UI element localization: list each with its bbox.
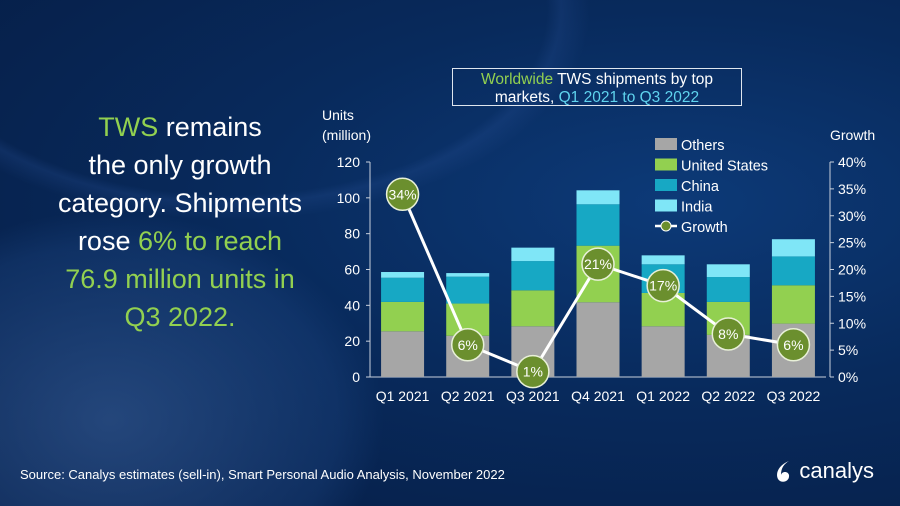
x-tick-label: Q1 2021 xyxy=(376,388,430,404)
growth-label: 21% xyxy=(584,256,612,272)
title-part: Q1 2021 to Q3 2022 xyxy=(558,89,700,106)
canalys-logo-icon xyxy=(777,461,790,482)
y-tick-label: 120 xyxy=(337,154,361,170)
growth-label: 6% xyxy=(783,337,803,353)
logo-text: canalys xyxy=(799,458,874,483)
bar-others xyxy=(381,331,425,377)
bar-china xyxy=(771,256,815,286)
growth-marker xyxy=(385,177,420,211)
x-tick-label: Q3 2021 xyxy=(506,388,560,404)
title-part: TWS shipments by top xyxy=(553,71,714,88)
y-tick-label: 40 xyxy=(344,297,360,313)
growth-label: 6% xyxy=(458,337,478,353)
bar-india xyxy=(641,255,685,265)
x-tick-label: Q3 2022 xyxy=(767,388,821,404)
bar-others xyxy=(641,326,685,377)
bar-india xyxy=(576,190,620,205)
headline-text: category. Shipments xyxy=(57,188,303,218)
bar-india xyxy=(771,239,815,257)
x-tick-label: Q2 2021 xyxy=(441,388,495,404)
headline-text: TWS xyxy=(98,112,159,142)
growth-marker xyxy=(450,328,485,362)
growth-label: 8% xyxy=(718,326,738,342)
headline-text: remains xyxy=(158,112,262,142)
legend-growth-marker xyxy=(660,220,672,232)
bar-united-states xyxy=(381,301,425,332)
bar-india xyxy=(446,273,490,277)
bar-united-states xyxy=(511,290,555,327)
headline-text: 6% to reach xyxy=(137,226,283,256)
y2-tick-label: 15% xyxy=(838,288,866,304)
title-part: Worldwide xyxy=(480,71,554,88)
headline-text: the only growth xyxy=(88,150,272,180)
legend-label: Growth xyxy=(681,220,728,236)
x-tick-label: Q1 2022 xyxy=(636,388,690,404)
bar-india xyxy=(706,264,750,278)
y-tick-label: 80 xyxy=(344,226,360,242)
growth-marker xyxy=(581,247,615,281)
growth-label: 1% xyxy=(523,364,543,380)
y2-tick-label: 40% xyxy=(838,154,866,170)
x-tick-label: Q4 2021 xyxy=(571,388,625,404)
legend-label: India xyxy=(681,200,713,216)
bar-china xyxy=(706,277,750,302)
stacked-bar-chart: Units (million) Growth 0 20 40 60 80 100 120 0%… xyxy=(322,107,875,404)
legend-label: China xyxy=(681,179,720,195)
legend-label: United States xyxy=(681,159,768,175)
y-axis-label: (million) xyxy=(322,127,371,143)
y2-tick-label: 20% xyxy=(838,262,866,278)
legend-label: Others xyxy=(681,138,725,154)
growth-marker xyxy=(711,317,746,351)
bar-china xyxy=(381,277,425,302)
y2-tick-label: 30% xyxy=(838,208,866,224)
bar-united-states xyxy=(771,285,815,324)
legend-swatch xyxy=(655,138,677,150)
growth-label: 17% xyxy=(649,278,677,294)
legend-swatch xyxy=(655,158,677,171)
growth-marker xyxy=(646,268,680,303)
growth-marker xyxy=(516,354,550,389)
chart-title: Worldwide TWS shipments by top markets, … xyxy=(452,68,742,106)
y-tick-label: 60 xyxy=(344,262,360,278)
bar-others xyxy=(576,302,620,377)
headline: TWS remains the only growth category. Sh… xyxy=(30,108,330,336)
headline-text: rose xyxy=(77,226,138,256)
y-tick-label: 0 xyxy=(352,369,360,385)
growth-label: 34% xyxy=(389,186,417,202)
title-part: markets, xyxy=(494,89,559,106)
x-tick-label: Q2 2022 xyxy=(701,388,755,404)
y-tick-label: 100 xyxy=(337,190,361,206)
legend-swatch xyxy=(655,179,677,191)
y2-tick-label: 25% xyxy=(838,235,866,251)
y-axis-label: Units xyxy=(322,107,354,123)
canalys-logo: canalys xyxy=(773,458,874,484)
headline-text: Q3 2022. xyxy=(124,302,236,332)
bar-india xyxy=(381,272,425,278)
source-note: Source: Canalys estimates (sell-in), Sma… xyxy=(20,467,505,482)
bar-china xyxy=(576,204,620,246)
headline-text: 76.9 million units in xyxy=(65,264,295,294)
y2-tick-label: 5% xyxy=(838,342,858,358)
bar-china xyxy=(446,276,490,304)
y2-axis-label: Growth xyxy=(830,127,875,143)
y-tick-label: 20 xyxy=(344,333,360,349)
bar-china xyxy=(511,261,555,291)
bar-india xyxy=(511,247,555,262)
y2-tick-label: 0% xyxy=(838,369,858,385)
legend-swatch xyxy=(655,199,677,212)
y2-tick-label: 35% xyxy=(838,181,866,197)
y2-tick-label: 10% xyxy=(838,315,866,331)
growth-marker xyxy=(776,328,811,362)
